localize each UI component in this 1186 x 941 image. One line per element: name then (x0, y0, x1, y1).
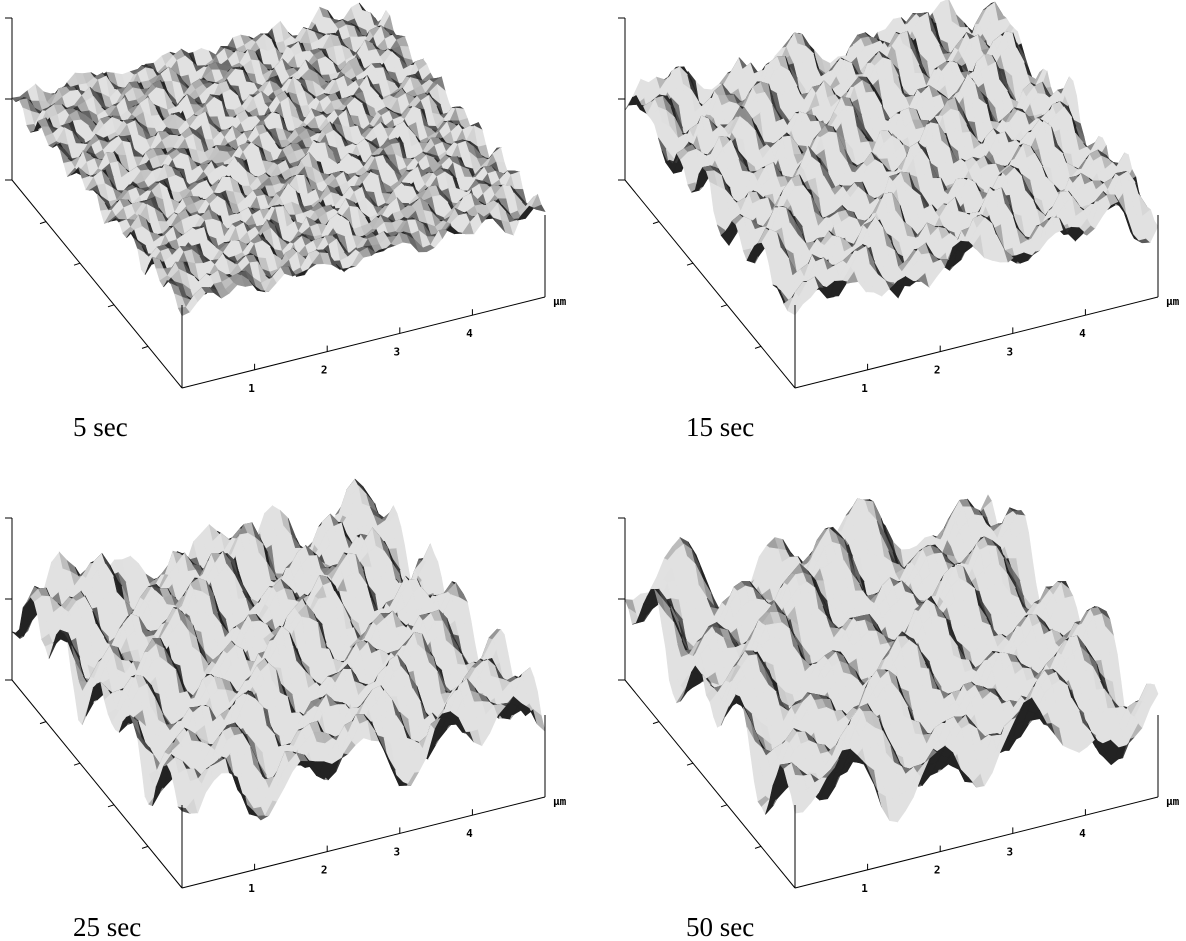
axis-line (181, 296, 546, 389)
axis-unit: µm (1166, 295, 1180, 308)
axis-tick (754, 345, 762, 349)
x-tick-label: 2 (934, 364, 941, 377)
afm-surface (11, 478, 546, 821)
x-tick-label: 4 (466, 327, 473, 340)
axis-tick (73, 262, 81, 266)
x-tick-label: 3 (1006, 345, 1013, 358)
axis-line (11, 179, 183, 389)
axis-unit: µm (553, 295, 567, 308)
afm-surface (624, 0, 1159, 316)
axis-tick (39, 221, 47, 225)
axis-tick (141, 345, 149, 349)
surface-facet (532, 204, 546, 213)
afm-panel: 1 2 3 4 µm 5 sec (5, 2, 567, 442)
axis-tick (652, 221, 660, 225)
x-tick-label: 3 (393, 345, 400, 358)
x-tick-label: 2 (321, 364, 328, 377)
panel-caption: 5 sec (73, 412, 128, 442)
x-tick-label: 1 (861, 382, 868, 395)
axis-tick (107, 304, 115, 308)
x-tick-label: 1 (248, 382, 255, 395)
axis-line (794, 296, 1159, 389)
panel-caption: 15 sec (686, 412, 754, 442)
x-tick-label: 4 (1079, 327, 1086, 340)
axis-tick (686, 262, 694, 266)
axis-tick (720, 304, 728, 308)
afm-surface (11, 2, 546, 317)
afm-panel: 1 2 3 4 µm 15 sec (618, 0, 1180, 442)
